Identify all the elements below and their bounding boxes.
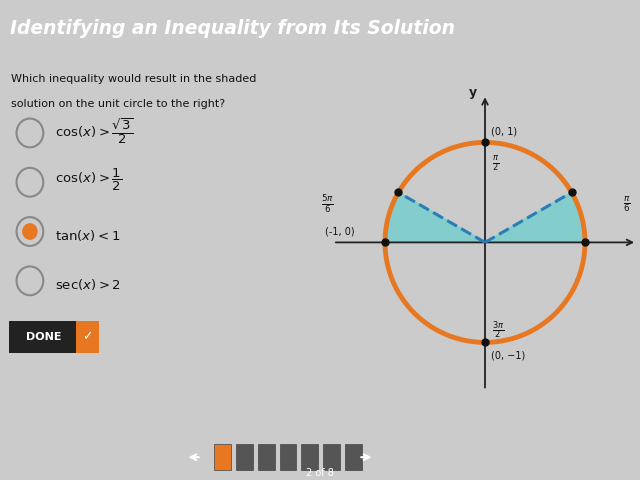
Text: $\frac{\pi}{6}$: $\frac{\pi}{6}$ [623, 195, 630, 214]
FancyBboxPatch shape [280, 444, 296, 470]
Text: Which inequality would result in the shaded: Which inequality would result in the sha… [10, 74, 256, 84]
FancyBboxPatch shape [236, 444, 253, 470]
FancyBboxPatch shape [323, 444, 340, 470]
Text: ✓: ✓ [82, 330, 92, 343]
Text: Identifying an Inequality from Its Solution: Identifying an Inequality from Its Solut… [10, 19, 454, 38]
Polygon shape [385, 192, 485, 242]
FancyBboxPatch shape [301, 444, 318, 470]
Text: $\frac{5\pi}{6}$: $\frac{5\pi}{6}$ [321, 193, 333, 216]
Text: $\frac{3\pi}{2}$: $\frac{3\pi}{2}$ [492, 320, 504, 341]
Text: DONE: DONE [26, 332, 61, 342]
Text: 2 of 8: 2 of 8 [306, 468, 334, 478]
Text: y: y [469, 86, 477, 99]
Polygon shape [385, 192, 585, 242]
Polygon shape [485, 192, 585, 242]
Text: (0, 1): (0, 1) [491, 126, 517, 136]
FancyBboxPatch shape [9, 321, 90, 353]
Polygon shape [385, 192, 485, 242]
Text: $\tan(x) < 1$: $\tan(x) < 1$ [54, 228, 120, 243]
FancyBboxPatch shape [258, 444, 275, 470]
Polygon shape [485, 192, 585, 242]
Text: solution on the unit circle to the right?: solution on the unit circle to the right… [10, 99, 225, 109]
Text: $\cos(x) > \dfrac{\sqrt{3}}{2}$: $\cos(x) > \dfrac{\sqrt{3}}{2}$ [54, 116, 134, 146]
FancyBboxPatch shape [76, 321, 99, 353]
Text: (0, −1): (0, −1) [491, 350, 525, 360]
Text: $\sec(x) > 2$: $\sec(x) > 2$ [54, 277, 120, 292]
Circle shape [22, 223, 38, 240]
Text: $\frac{\pi}{2}$: $\frac{\pi}{2}$ [492, 155, 499, 174]
FancyBboxPatch shape [214, 444, 231, 470]
Text: $\cos(x) > \dfrac{1}{2}$: $\cos(x) > \dfrac{1}{2}$ [54, 167, 122, 193]
FancyBboxPatch shape [345, 444, 362, 470]
Text: (-1, 0): (-1, 0) [325, 227, 355, 237]
